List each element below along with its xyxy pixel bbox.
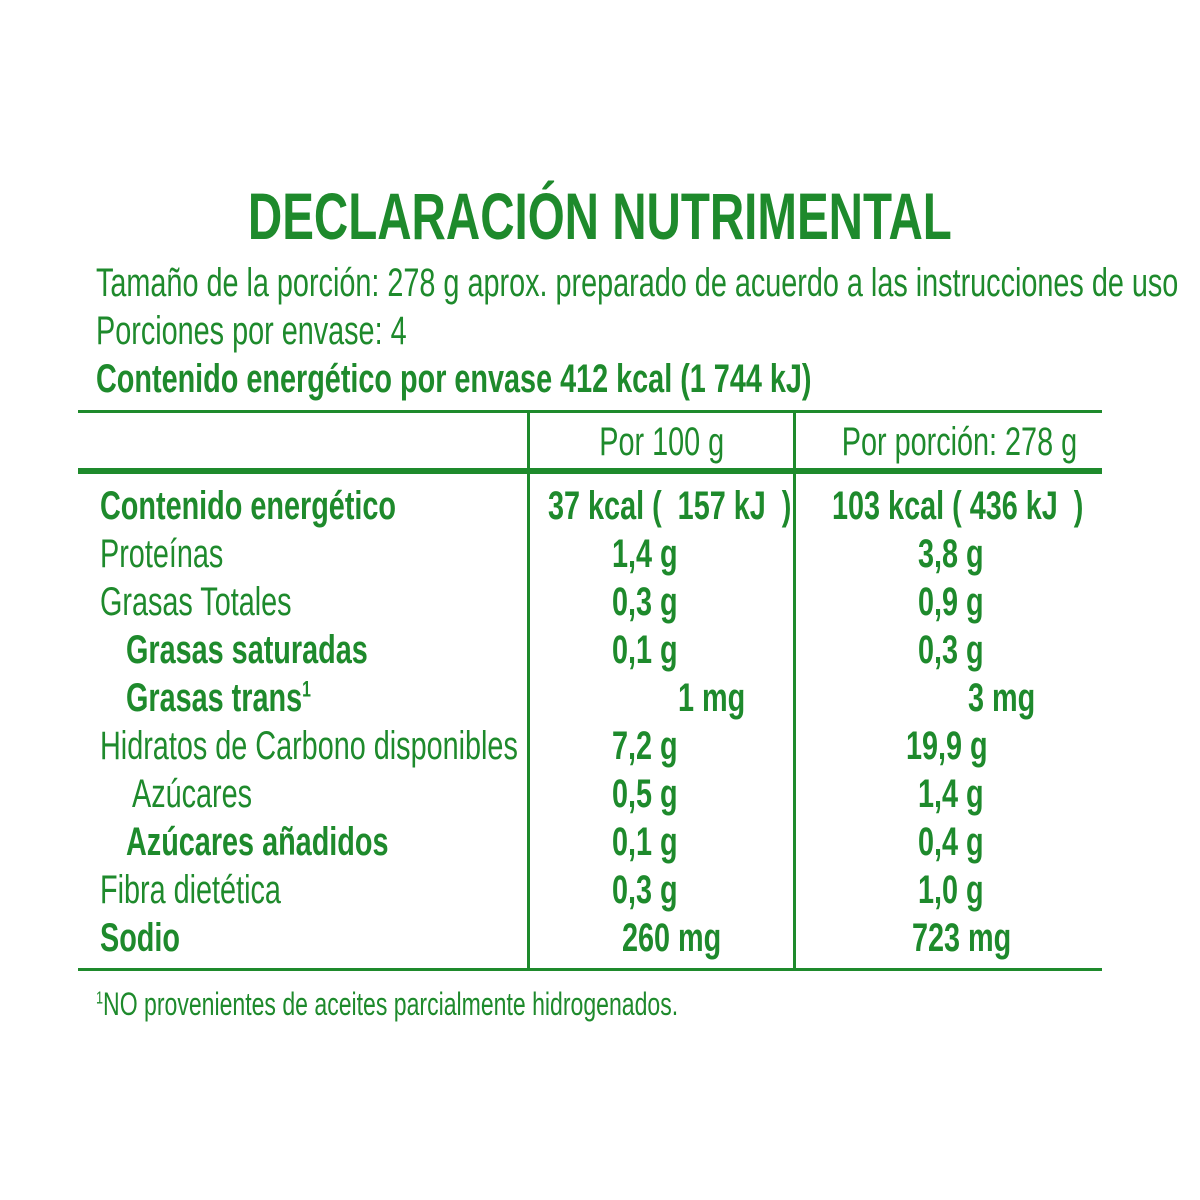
table-row: Azúcares añadidos 0,1 g 0,4 g [0, 818, 1200, 866]
table-row: Sodio 260 mg 723 mg [0, 914, 1200, 962]
value-per-100g: 1 mg [654, 674, 781, 722]
table-bottom-rule [78, 968, 1102, 971]
value-per-100g: 0,3 g [612, 866, 703, 914]
table-row: Hidratos de Carbono disponibles 7,2 g 19… [0, 722, 1200, 770]
value-per-portion-text: 0,3 g [918, 628, 984, 672]
value-per-100g-text: 260 mg [622, 916, 722, 960]
footnote-text: NO provenientes de aceites parcialmente … [103, 986, 679, 1022]
label-title: DECLARACIÓN NUTRIMENTAL [0, 176, 1200, 256]
value-per-portion-text: 1,0 g [918, 868, 984, 912]
energy-per-container: Contenido energético por envase 412 kcal… [96, 356, 1090, 402]
value-per-portion-text: 0,4 g [918, 820, 984, 864]
trans-fat-label: Grasas trans [126, 676, 303, 720]
servings-per-container-text: Porciones por envase: 4 [96, 309, 407, 353]
value-per-portion: 3 mg [944, 674, 1071, 722]
table-row: Grasas Totales 0,3 g 0,9 g [0, 578, 1200, 626]
nutrient-name-text: Azúcares añadidos [126, 820, 389, 864]
nutrient-name-text: Hidratos de Carbono disponibles [100, 724, 518, 768]
value-per-portion: 19,9 g [906, 722, 1019, 770]
value-per-portion-text: 3 mg [944, 676, 1036, 720]
value-per-100g-text: 0,1 g [612, 820, 678, 864]
table-header-rule [78, 468, 1102, 474]
label-title-text: DECLARACIÓN NUTRIMENTAL [248, 179, 952, 253]
value-per-portion-text: 723 mg [912, 916, 1012, 960]
value-per-portion: 1,4 g [918, 770, 1009, 818]
value-per-portion-text: 1,4 g [918, 772, 984, 816]
nutrient-name: Hidratos de Carbono disponibles [100, 722, 680, 770]
nutrient-name-text: Sodio [100, 916, 180, 960]
nutrient-name-text: Grasas saturadas [126, 628, 368, 672]
table-row: Azúcares 0,5 g 1,4 g [0, 770, 1200, 818]
value-per-100g: 0,5 g [612, 770, 703, 818]
value-per-100g: 0,3 g [612, 578, 703, 626]
servings-per-container: Porciones por envase: 4 [96, 308, 527, 354]
table-row: Fibra dietética 0,3 g 1,0 g [0, 866, 1200, 914]
value-per-100g: 260 mg [622, 914, 760, 962]
nutrient-name-text: Proteínas [100, 532, 224, 576]
value-per-100g-text: 0,3 g [612, 868, 678, 912]
nutrient-name-text: Contenido energético [100, 484, 397, 528]
nutrient-name-text: Azúcares [132, 772, 253, 816]
value-per-100g: 0,1 g [612, 626, 703, 674]
value-per-100g: 37 kcal ( 157 kJ ) [548, 482, 886, 530]
table-row: Grasas trans1 1 mg 3 mg [0, 674, 1200, 722]
value-per-portion: 0,3 g [918, 626, 1009, 674]
column-header-per-portion: Por porción: 278 g [796, 418, 1102, 466]
value-per-100g-text: 0,1 g [612, 628, 678, 672]
table-row: Grasas saturadas 0,1 g 0,3 g [0, 626, 1200, 674]
value-per-100g-text: 1,4 g [612, 532, 678, 576]
nutrient-name-text: Fibra dietética [100, 868, 281, 912]
footnote: 1NO provenientes de aceites parcialmente… [96, 984, 905, 1024]
value-per-100g: 1,4 g [612, 530, 703, 578]
value-per-portion-text: 103 kcal ( 436 kJ ) [832, 484, 1084, 528]
column-header-per-portion-text: Por porción: 278 g [841, 420, 1078, 464]
nutrient-name: Sodio [100, 914, 211, 962]
value-per-100g-text: 1 mg [654, 676, 746, 720]
nutrient-name-text: Grasas trans1 [126, 674, 311, 722]
serving-size: Tamaño de la porción: 278 g aprox. prepa… [96, 260, 1200, 306]
column-divider-2 [793, 412, 796, 970]
value-per-portion-text: 0,9 g [918, 580, 984, 624]
column-header-per-100g-text: Por 100 g [599, 420, 724, 464]
value-per-100g-text: 37 kcal ( 157 kJ ) [548, 484, 792, 528]
table-top-rule [78, 410, 1102, 413]
nutrient-name: Fibra dietética [100, 866, 351, 914]
value-per-portion: 3,8 g [918, 530, 1009, 578]
nutrient-name: Proteínas [100, 530, 271, 578]
nutrient-name: Grasas saturadas [126, 626, 462, 674]
footnote-marker: 1 [96, 987, 104, 1008]
nutrient-name: Azúcares [132, 770, 299, 818]
column-header-per-100g: Por 100 g [530, 418, 793, 466]
value-per-portion: 0,4 g [918, 818, 1009, 866]
value-per-portion: 0,9 g [918, 578, 1009, 626]
value-per-portion: 103 kcal ( 436 kJ ) [832, 482, 1181, 530]
nutrient-name: Grasas Totales [100, 578, 366, 626]
value-per-100g: 7,2 g [612, 722, 703, 770]
value-per-portion-text: 19,9 g [906, 724, 988, 768]
column-divider-1 [527, 412, 530, 970]
value-per-100g-text: 7,2 g [612, 724, 678, 768]
nutrient-name: Contenido energético [100, 482, 511, 530]
value-per-100g: 0,1 g [612, 818, 703, 866]
energy-per-container-text: Contenido energético por envase 412 kcal… [96, 357, 812, 401]
serving-size-text: Tamaño de la porción: 278 g aprox. prepa… [96, 261, 1179, 305]
nutrient-name: Azúcares añadidos [126, 818, 491, 866]
nutrient-name-text: Grasas Totales [100, 580, 292, 624]
value-per-portion-text: 3,8 g [918, 532, 984, 576]
nutrient-name: Grasas trans1 [126, 674, 383, 722]
footnote-line: 1NO provenientes de aceites parcialmente… [96, 984, 678, 1024]
value-per-portion: 1,0 g [918, 866, 1009, 914]
table-row: Contenido energético 37 kcal ( 157 kJ ) … [0, 482, 1200, 530]
value-per-portion: 723 mg [912, 914, 1050, 962]
value-per-100g-text: 0,5 g [612, 772, 678, 816]
footnote-marker: 1 [302, 676, 311, 702]
value-per-100g-text: 0,3 g [612, 580, 678, 624]
table-row: Proteínas 1,4 g 3,8 g [0, 530, 1200, 578]
